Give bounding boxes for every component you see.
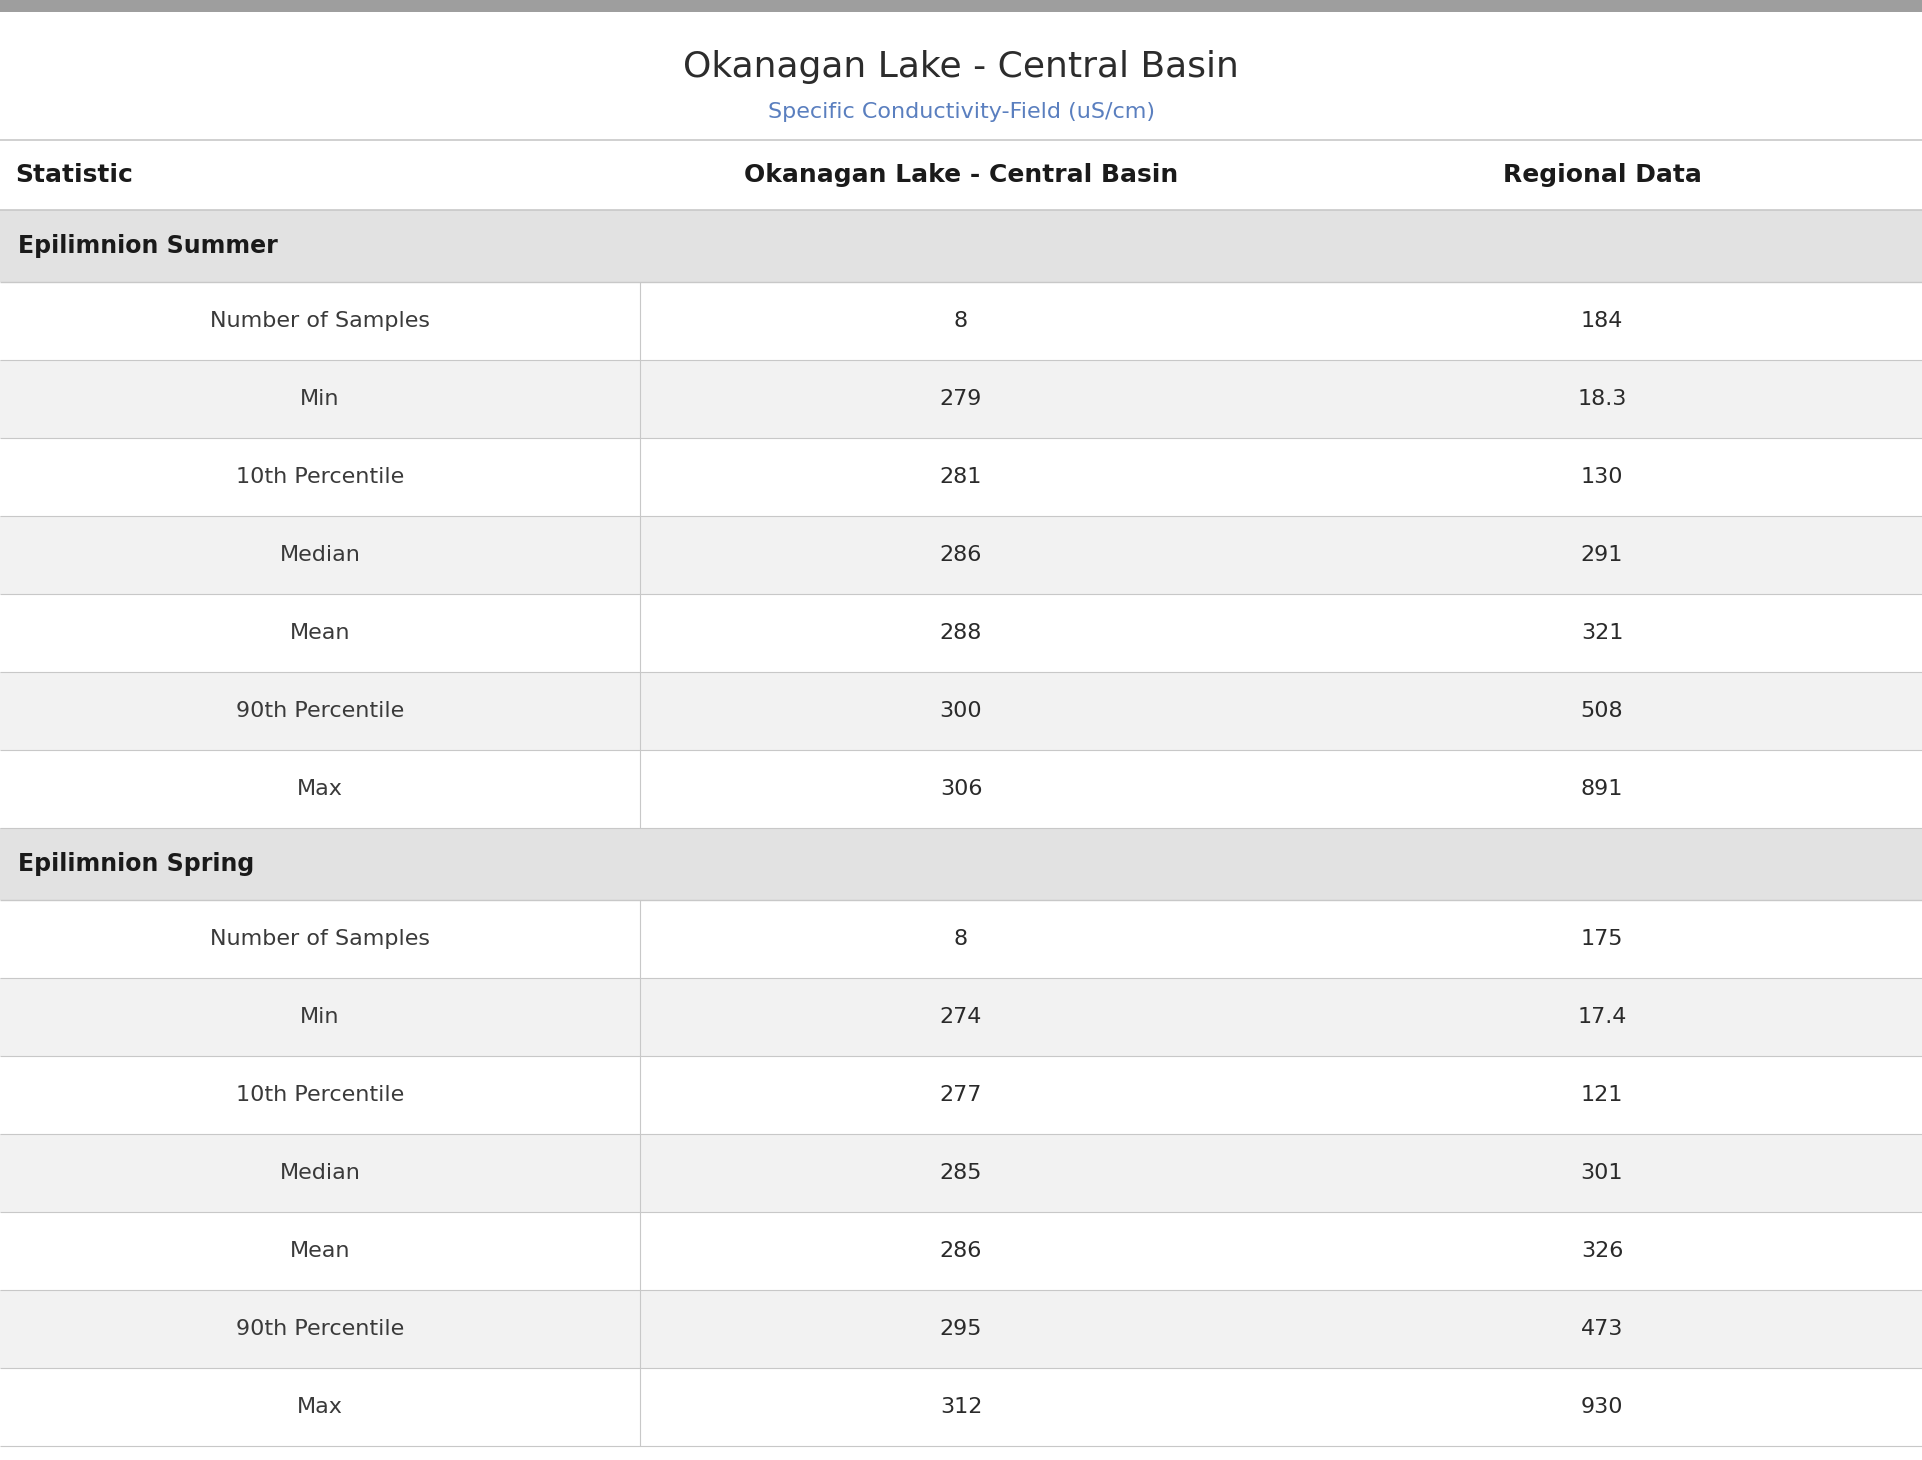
Bar bbox=[0, 672, 1922, 750]
Bar bbox=[0, 1056, 1922, 1134]
Text: 295: 295 bbox=[940, 1318, 982, 1339]
Text: 90th Percentile: 90th Percentile bbox=[236, 701, 404, 721]
Text: Okanagan Lake - Central Basin: Okanagan Lake - Central Basin bbox=[682, 50, 1240, 85]
Text: Min: Min bbox=[300, 388, 340, 409]
Bar bbox=[0, 282, 1922, 361]
Text: Mean: Mean bbox=[290, 623, 350, 642]
Bar bbox=[0, 515, 1922, 594]
Text: Number of Samples: Number of Samples bbox=[209, 929, 431, 949]
Bar bbox=[0, 438, 1922, 515]
Text: 321: 321 bbox=[1580, 623, 1624, 642]
Text: Mean: Mean bbox=[290, 1241, 350, 1261]
Bar bbox=[0, 978, 1922, 1056]
Text: Specific Conductivity-Field (uS/cm): Specific Conductivity-Field (uS/cm) bbox=[767, 102, 1155, 123]
Text: Median: Median bbox=[279, 1164, 361, 1183]
Text: 288: 288 bbox=[940, 623, 982, 642]
Text: 508: 508 bbox=[1580, 701, 1624, 721]
Bar bbox=[0, 899, 1922, 978]
Text: 326: 326 bbox=[1580, 1241, 1624, 1261]
Text: Statistic: Statistic bbox=[15, 164, 133, 187]
Text: Regional Data: Regional Data bbox=[1503, 164, 1701, 187]
Text: 286: 286 bbox=[940, 545, 982, 565]
Bar bbox=[0, 1212, 1922, 1291]
Text: 184: 184 bbox=[1580, 311, 1624, 331]
Text: 306: 306 bbox=[940, 780, 982, 799]
Bar bbox=[0, 1134, 1922, 1212]
Bar bbox=[0, 0, 1922, 12]
Text: 17.4: 17.4 bbox=[1578, 1007, 1626, 1026]
Text: Median: Median bbox=[279, 545, 361, 565]
Text: 301: 301 bbox=[1580, 1164, 1624, 1183]
Text: 274: 274 bbox=[940, 1007, 982, 1026]
Bar bbox=[0, 361, 1922, 438]
Text: 312: 312 bbox=[940, 1397, 982, 1418]
Bar bbox=[0, 1368, 1922, 1445]
Text: 473: 473 bbox=[1580, 1318, 1624, 1339]
Text: 10th Percentile: 10th Percentile bbox=[236, 467, 404, 488]
Text: Epilimnion Summer: Epilimnion Summer bbox=[17, 234, 279, 258]
Text: 130: 130 bbox=[1580, 467, 1624, 488]
Text: 8: 8 bbox=[953, 929, 969, 949]
Bar bbox=[0, 750, 1922, 828]
Text: Epilimnion Spring: Epilimnion Spring bbox=[17, 853, 254, 876]
Text: 121: 121 bbox=[1580, 1085, 1624, 1105]
Bar bbox=[0, 1291, 1922, 1368]
Bar bbox=[0, 828, 1922, 899]
Bar bbox=[0, 594, 1922, 672]
Text: 10th Percentile: 10th Percentile bbox=[236, 1085, 404, 1105]
Text: 300: 300 bbox=[940, 701, 982, 721]
Text: 281: 281 bbox=[940, 467, 982, 488]
Text: 175: 175 bbox=[1580, 929, 1624, 949]
Text: 286: 286 bbox=[940, 1241, 982, 1261]
Text: 891: 891 bbox=[1580, 780, 1624, 799]
Text: Max: Max bbox=[298, 1397, 342, 1418]
Text: 291: 291 bbox=[1580, 545, 1624, 565]
Text: Max: Max bbox=[298, 780, 342, 799]
Text: 90th Percentile: 90th Percentile bbox=[236, 1318, 404, 1339]
Text: 8: 8 bbox=[953, 311, 969, 331]
Text: 930: 930 bbox=[1580, 1397, 1624, 1418]
Text: Number of Samples: Number of Samples bbox=[209, 311, 431, 331]
Text: 18.3: 18.3 bbox=[1578, 388, 1626, 409]
Bar bbox=[0, 140, 1922, 210]
Text: 277: 277 bbox=[940, 1085, 982, 1105]
Text: 279: 279 bbox=[940, 388, 982, 409]
Bar bbox=[0, 210, 1922, 282]
Text: Min: Min bbox=[300, 1007, 340, 1026]
Text: 285: 285 bbox=[940, 1164, 982, 1183]
Text: Okanagan Lake - Central Basin: Okanagan Lake - Central Basin bbox=[744, 164, 1178, 187]
